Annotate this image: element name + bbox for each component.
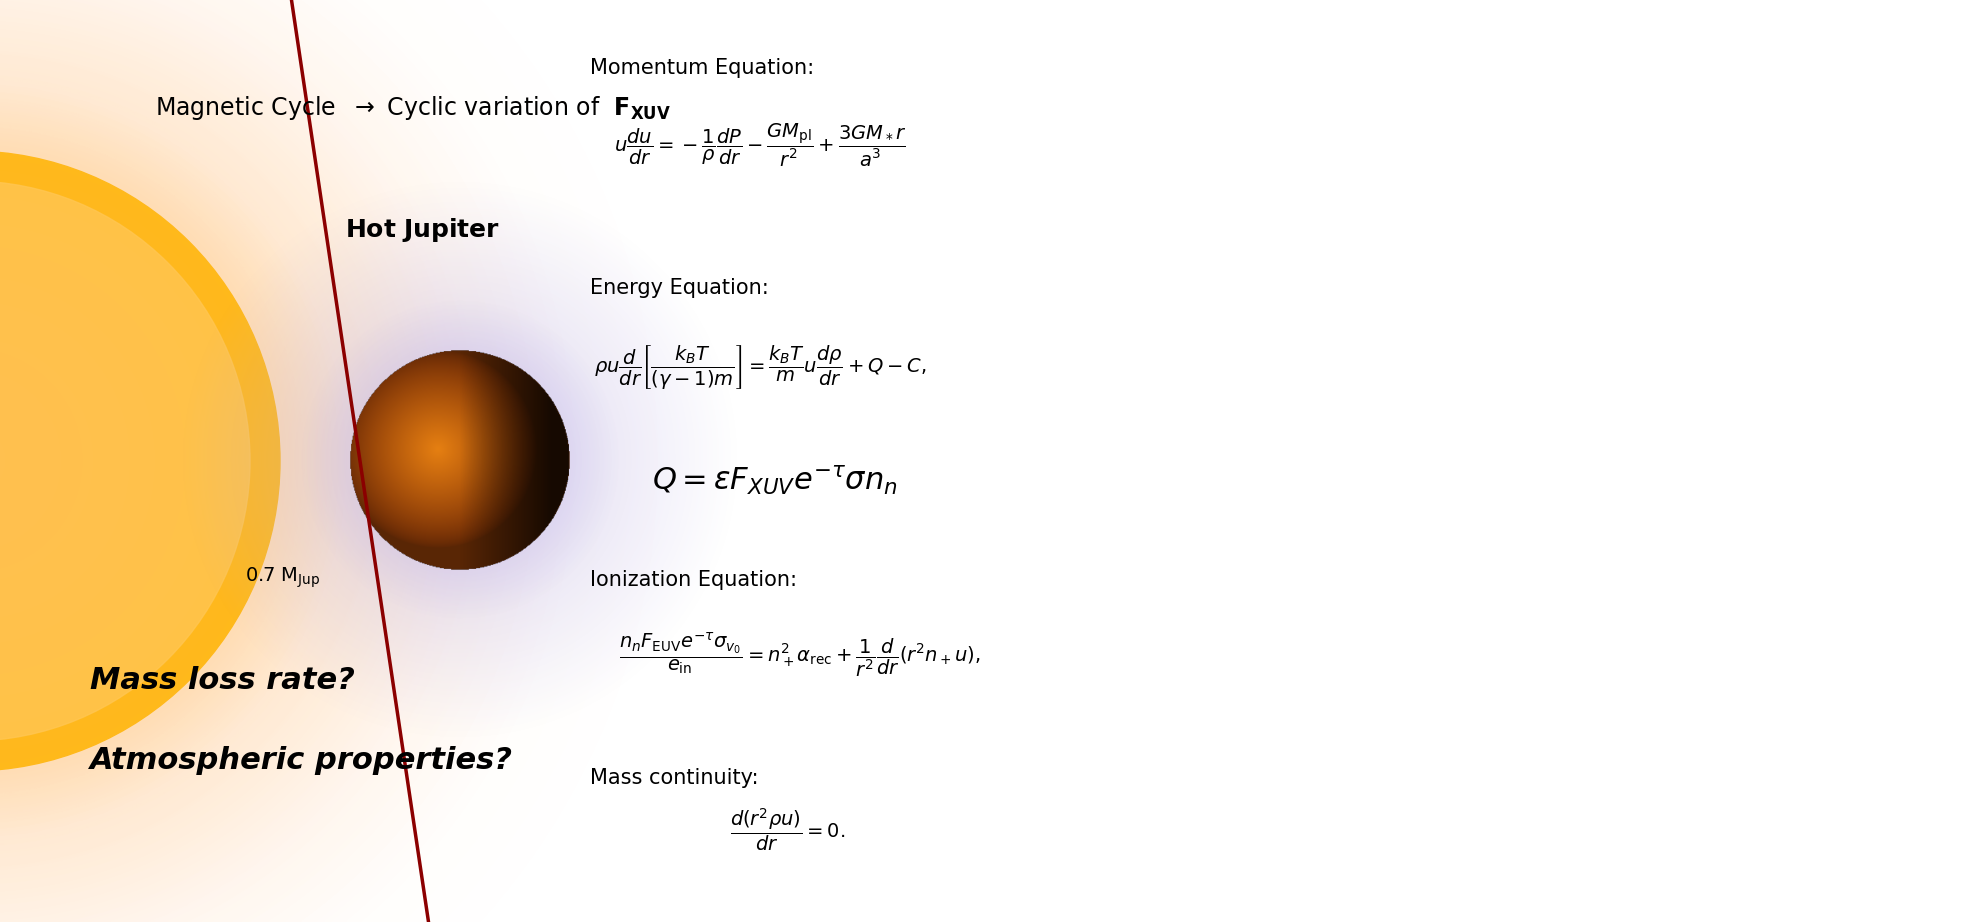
- Text: $\rho u\dfrac{d}{dr}\left[\dfrac{k_B T}{(\gamma-1)m}\right] = \dfrac{k_B T}{m}u\: $\rho u\dfrac{d}{dr}\left[\dfrac{k_B T}{…: [593, 344, 927, 392]
- Text: Atmospheric properties?: Atmospheric properties?: [89, 746, 514, 774]
- Text: 0.7 M$_{\mathrm{Jup}}$: 0.7 M$_{\mathrm{Jup}}$: [244, 566, 319, 590]
- Text: Mass continuity:: Mass continuity:: [589, 768, 758, 788]
- Text: Energy Equation:: Energy Equation:: [589, 278, 768, 298]
- Circle shape: [0, 151, 280, 771]
- Text: $\dfrac{n_n F_{\mathrm{EUV}} e^{-\tau}\sigma_{v_0}}{e_{\mathrm{in}}} = n_+^2 \al: $\dfrac{n_n F_{\mathrm{EUV}} e^{-\tau}\s…: [619, 631, 980, 680]
- Text: $\dfrac{d(r^2\rho u)}{dr} = 0.$: $\dfrac{d(r^2\rho u)}{dr} = 0.$: [730, 807, 845, 854]
- Text: $Q = \epsilon F_{XUV} e^{-\tau}\sigma n_n$: $Q = \epsilon F_{XUV} e^{-\tau}\sigma n_…: [653, 463, 899, 497]
- Text: Momentum Equation:: Momentum Equation:: [589, 58, 813, 78]
- Text: $u\dfrac{du}{dr} = -\dfrac{1}{\rho}\dfrac{dP}{dr} - \dfrac{GM_{\mathrm{pl}}}{r^2: $u\dfrac{du}{dr} = -\dfrac{1}{\rho}\dfra…: [613, 121, 907, 169]
- Text: Ionization Equation:: Ionization Equation:: [589, 570, 798, 590]
- Text: Mass loss rate?: Mass loss rate?: [89, 666, 355, 694]
- Text: Magnetic Cycle  $\rightarrow$ Cyclic variation of  $\mathbf{F_{XUV}}$: Magnetic Cycle $\rightarrow$ Cyclic vari…: [155, 94, 671, 122]
- Text: $\mathbf{Hot\ Jupiter}$: $\mathbf{Hot\ Jupiter}$: [345, 216, 500, 244]
- Circle shape: [0, 181, 250, 741]
